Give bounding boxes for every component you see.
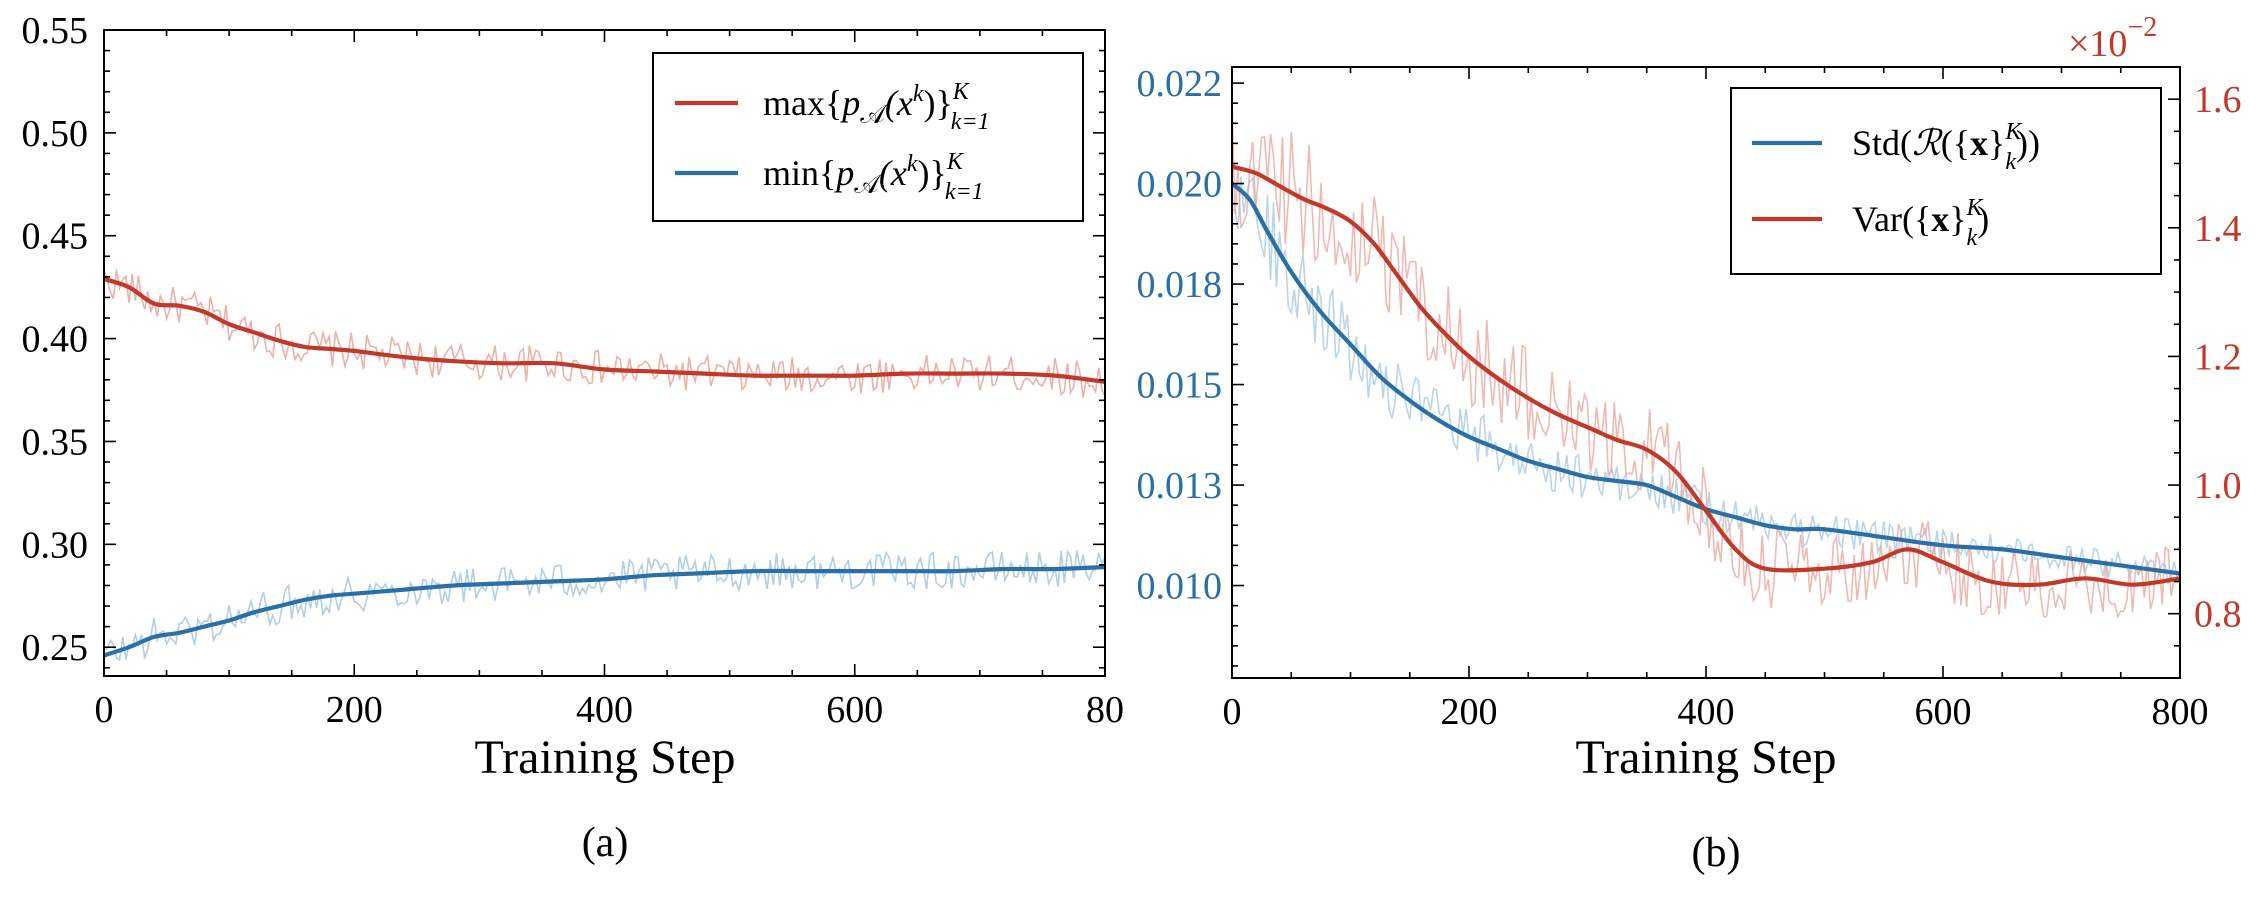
y-left-tick-label: 0.020 (1137, 164, 1223, 206)
panel-label-a: (a) (582, 820, 629, 866)
panel-label-b: (b) (1692, 830, 1741, 876)
y-right-tick-label: 0.8 (2194, 594, 2242, 636)
y-tick-label: 0.25 (22, 627, 89, 669)
right-axis-multiplier: ×10−2 (2068, 12, 2157, 65)
legend: Std(ℛ({x}K k)) Var({x}K k) (1730, 87, 2162, 275)
x-tick-label: 800 (2152, 691, 2209, 733)
y-right-tick-label: 1.6 (2194, 79, 2242, 121)
legend-box (652, 52, 1084, 222)
y-left-tick-label: 0.013 (1137, 465, 1223, 507)
x-axis-label: Training Step (475, 731, 736, 784)
y-tick-label: 0.50 (22, 113, 89, 155)
series-var-line (1231, 164, 2181, 588)
x-tick-label: 600 (826, 689, 883, 731)
series-min-raw (103, 548, 1106, 662)
y-left-tick-label: 0.018 (1137, 264, 1223, 306)
y-tick-label: 0.45 (22, 216, 89, 258)
x-tick-label: 80 (1086, 689, 1124, 731)
y-tick-label: 0.30 (22, 524, 89, 566)
chart-panel-a: 0 200 400 600 80 0.25 0.30 0.35 0.40 0.45 0.50 0.55… (22, 10, 1125, 866)
y-tick-label: 0.55 (22, 10, 89, 52)
series-max-line (103, 276, 1106, 384)
x-tick-label: 200 (1441, 691, 1498, 733)
series-std-line (1230, 181, 2181, 576)
series-min-line (103, 564, 1106, 658)
y-right-tick-label: 1.0 (2194, 465, 2242, 507)
y-tick-label: 0.40 (22, 319, 89, 361)
legend-label-std: Std(ℛ({x}K k)) (1852, 119, 2040, 175)
x-axis-label: Training Step (1576, 731, 1837, 784)
y-tick-label: 0.35 (22, 421, 89, 463)
x-tick-label: 600 (1915, 691, 1972, 733)
legend: max{p𝒜(xk)}K k=1 min{p𝒜(xk)}K k=1 (652, 52, 1084, 222)
legend-label-max: max{p𝒜(xk)}K k=1 (763, 79, 990, 135)
y-left-tick-label: 0.010 (1137, 566, 1223, 608)
y-left-tick-label: 0.015 (1137, 365, 1223, 407)
legend-box (1730, 87, 2162, 275)
x-tick-label: 200 (326, 689, 383, 731)
legend-label-min: min{p𝒜(xk)}K k=1 (763, 149, 984, 205)
y-left-tick-label: 0.022 (1137, 63, 1223, 105)
legend-label-var: Var({x}K k) (1852, 195, 1989, 251)
x-tick-label: 400 (576, 689, 633, 731)
x-tick-label: 400 (1678, 691, 1735, 733)
x-tick-label: 0 (95, 689, 114, 731)
chart-panel-b: 0 200 400 600 800 0.010 0.013 0.015 0.018 0.020 0.… (1137, 12, 2242, 876)
y-right-tick-label: 1.2 (2194, 336, 2242, 378)
x-tick-label: 0 (1223, 691, 1242, 733)
y-right-tick-label: 1.4 (2194, 208, 2242, 250)
